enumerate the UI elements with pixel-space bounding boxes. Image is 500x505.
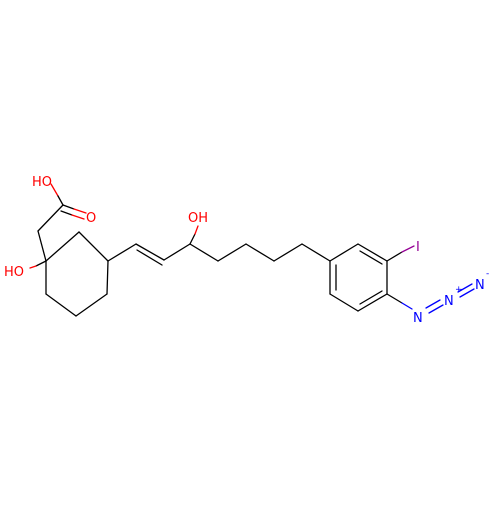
bond-ch2-ring (37, 230, 47, 262)
bond-c-i-purple (401, 245, 415, 253)
bond-c-oh (50, 183, 59, 197)
bond-c-oh-dark (57, 195, 64, 206)
azide-n1-label: N (413, 311, 423, 326)
bond-acid-ch2 (37, 204, 64, 232)
bond-c-n-dark (386, 293, 403, 304)
acid-carbonyl-label: O (86, 211, 96, 226)
bond-ring-2 (78, 231, 109, 262)
bond-chain-3 (245, 243, 275, 262)
bond-vinyl-choh (163, 243, 191, 261)
bond-benz-2-inner (359, 250, 383, 265)
azide-plus-label: + (455, 285, 463, 295)
bond-c-o-double-dark-a (62, 204, 75, 210)
bond-ring-3 (106, 260, 109, 295)
bond-chain-2 (217, 243, 247, 262)
bond-c-o-double-dark-b (60, 210, 73, 216)
bond-vinyl-double (136, 249, 163, 266)
iodine-label: I (416, 240, 420, 255)
bond-ring-vinyl (107, 243, 137, 262)
bond-c-o-double-red-a (73, 208, 87, 214)
bond-n-n-1b (428, 304, 444, 314)
acid-hydroxyl-label: HO (32, 175, 52, 190)
bond-ring-oh-dark (35, 260, 47, 267)
bond-n-n-1a (425, 299, 441, 309)
bond-c-n-blue (401, 302, 413, 310)
ring-hydroxyl-label: HO (4, 265, 24, 280)
bond-chain-4 (273, 243, 303, 262)
bond-benz-1 (329, 243, 359, 262)
bond-choh-red (194, 225, 199, 235)
bond-n-n-2b (459, 288, 475, 298)
bond-c-i-dark (386, 251, 403, 262)
bond-ring-oh-red (29, 265, 37, 269)
bond-vinyl (135, 243, 165, 261)
azide-n2-label: N (444, 294, 454, 309)
azide-minus-label: - (486, 269, 489, 279)
bond-chain-1 (189, 243, 219, 262)
bond-n-n-2a (457, 283, 473, 293)
bond-c-o-double-red-b (71, 214, 85, 220)
bond-ring-5 (45, 293, 77, 317)
bond-benz-2 (357, 243, 388, 262)
bond-benz-5 (329, 293, 359, 312)
azide-n3-label: N (475, 278, 485, 293)
bond-benz-4 (357, 293, 388, 312)
bond-ring-1 (45, 231, 80, 262)
chain-hydroxyl-label: OH (188, 211, 208, 226)
bond-ring-4 (75, 293, 108, 317)
bond-chain-5 (301, 243, 331, 262)
bond-benz-4-inner (359, 290, 383, 305)
bond-choh-dark (189, 233, 196, 245)
